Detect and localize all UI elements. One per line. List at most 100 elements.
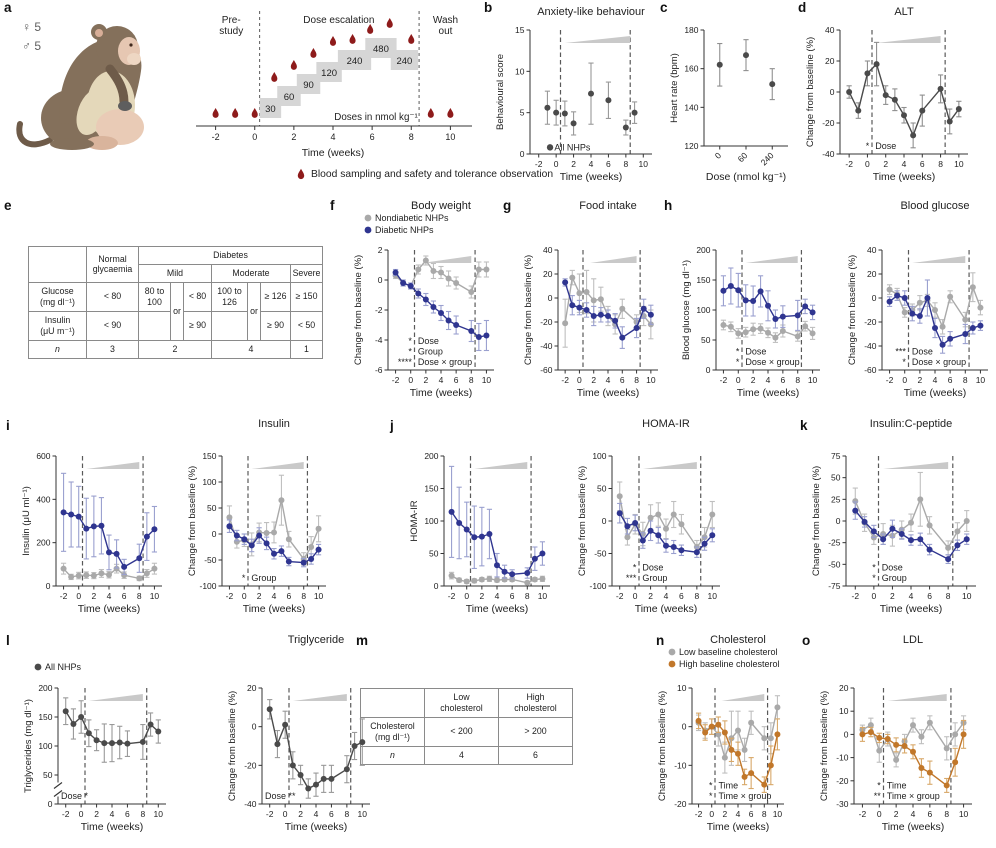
heart-rate-chart: 120 140 160 180 0 60 240 Heart rate (bpm) Dose (…: [658, 2, 806, 199]
svg-text:8: 8: [946, 591, 951, 601]
table-cell: ≥ 126: [260, 281, 291, 312]
cholesterol-chart: Cholesterol Low baseline cholesterol High …: [646, 630, 814, 848]
data-point: [721, 729, 728, 736]
anxiety-behaviour-chart: Anxiety-like behaviour 0 5 10 15 -2 0 2 4 6 8 10 Beh…: [492, 2, 664, 197]
svg-text:8: 8: [795, 375, 800, 385]
svg-text:0: 0: [736, 375, 741, 385]
table-cell: Cholesterol (mg dl⁻¹): [360, 716, 425, 747]
data-point: [918, 733, 925, 740]
data-point: [943, 745, 950, 752]
svg-text:4: 4: [110, 809, 115, 819]
svg-text:-10: -10: [674, 760, 687, 770]
svg-text:-2: -2: [266, 809, 274, 819]
svg-text:10: 10: [482, 375, 492, 385]
blood-drop-icon: [251, 108, 258, 118]
data-point: [859, 731, 866, 738]
panel-label-b: b: [484, 0, 493, 15]
svg-text:4: 4: [933, 375, 938, 385]
svg-text:Time (weeks): Time (weeks): [285, 821, 348, 833]
data-point: [893, 756, 900, 763]
svg-text:Doses in nmol kg⁻¹: Doses in nmol kg⁻¹: [334, 112, 418, 123]
data-point: [678, 547, 685, 554]
data-point: [597, 296, 604, 303]
svg-text:Nondiabetic NHPs: Nondiabetic NHPs: [375, 213, 449, 223]
data-point: [422, 296, 429, 303]
svg-text:Dose × group: Dose × group: [912, 357, 966, 367]
data-point: [852, 498, 859, 505]
data-point: [400, 280, 407, 286]
data-point: [767, 735, 774, 742]
data-point: [83, 525, 90, 532]
data-point: [945, 544, 952, 551]
dose-ramp-icon: [883, 462, 949, 469]
svg-text:4: 4: [314, 809, 319, 819]
svg-text:240: 240: [759, 150, 776, 167]
data-point: [946, 118, 953, 125]
data-point: [576, 304, 583, 311]
svg-text:Time (weeks): Time (weeks): [737, 387, 800, 399]
data-point: [75, 572, 82, 579]
data-point: [315, 546, 322, 553]
data-point: [343, 766, 350, 773]
svg-text:0: 0: [633, 591, 638, 601]
svg-text:Triglyceride: Triglyceride: [288, 634, 344, 646]
svg-text:-20: -20: [540, 317, 553, 327]
svg-text:-60: -60: [540, 365, 553, 375]
data-point: [741, 746, 748, 753]
data-point: [721, 754, 728, 761]
svg-text:0: 0: [434, 581, 439, 591]
data-point: [761, 735, 768, 742]
svg-text:0: 0: [877, 809, 882, 819]
data-point: [121, 563, 128, 570]
data-point: [590, 313, 597, 319]
svg-text:6: 6: [329, 809, 334, 819]
data-point: [898, 531, 905, 537]
table-cell: 1: [290, 339, 323, 359]
data-point: [328, 775, 335, 782]
svg-text:Anxiety-like behaviour: Anxiety-like behaviour: [537, 6, 645, 18]
svg-text:2: 2: [883, 159, 888, 169]
dose-box: [277, 86, 301, 106]
panel-label-d: d: [798, 0, 807, 15]
svg-text:-50: -50: [828, 559, 841, 569]
data-point: [910, 722, 916, 729]
data-point: [639, 537, 646, 544]
svg-text:20: 20: [839, 683, 849, 693]
svg-text:*: *: [877, 781, 881, 791]
svg-text:50: 50: [831, 473, 841, 483]
dose-ramp-icon: [86, 462, 140, 469]
blood-drop-icon: [297, 168, 305, 180]
svg-text:0: 0: [76, 591, 81, 601]
data-point: [728, 746, 735, 753]
data-point: [709, 532, 716, 539]
data-point: [271, 550, 277, 557]
svg-text:Change from baseline (%): Change from baseline (%): [657, 691, 668, 801]
svg-text:Time (weeks): Time (weeks): [466, 603, 529, 615]
svg-text:Diabetic NHPs: Diabetic NHPs: [375, 225, 434, 235]
svg-text:Time (weeks): Time (weeks): [302, 147, 365, 159]
svg-text:0: 0: [252, 722, 257, 732]
svg-text:15: 15: [515, 25, 525, 35]
data-point: [867, 722, 874, 729]
svg-text:2: 2: [894, 809, 899, 819]
svg-text:Time (weeks): Time (weeks): [873, 171, 936, 183]
data-point: [960, 731, 967, 738]
data-point: [113, 550, 120, 557]
table-cell: Insulin (μU m⁻¹): [28, 310, 87, 341]
svg-text:10: 10: [639, 159, 649, 169]
data-point: [909, 310, 916, 317]
data-point: [486, 531, 493, 537]
data-point: [748, 719, 755, 726]
insulin-change-chart: Insulin -100 -50 0 50 100 150 -2 0 2 4 6 8 10 Change f…: [176, 414, 334, 633]
svg-text:2: 2: [648, 591, 653, 601]
svg-text:Change from baseline (%): Change from baseline (%): [353, 255, 364, 365]
svg-text:0: 0: [709, 809, 714, 819]
data-point: [282, 721, 289, 728]
svg-text:Insulin (μU ml⁻¹): Insulin (μU ml⁻¹): [21, 486, 32, 556]
table-cell: < 50: [290, 310, 323, 341]
svg-text:8: 8: [409, 132, 414, 142]
data-point: [226, 523, 233, 530]
data-point: [531, 555, 538, 562]
data-point: [616, 510, 623, 517]
